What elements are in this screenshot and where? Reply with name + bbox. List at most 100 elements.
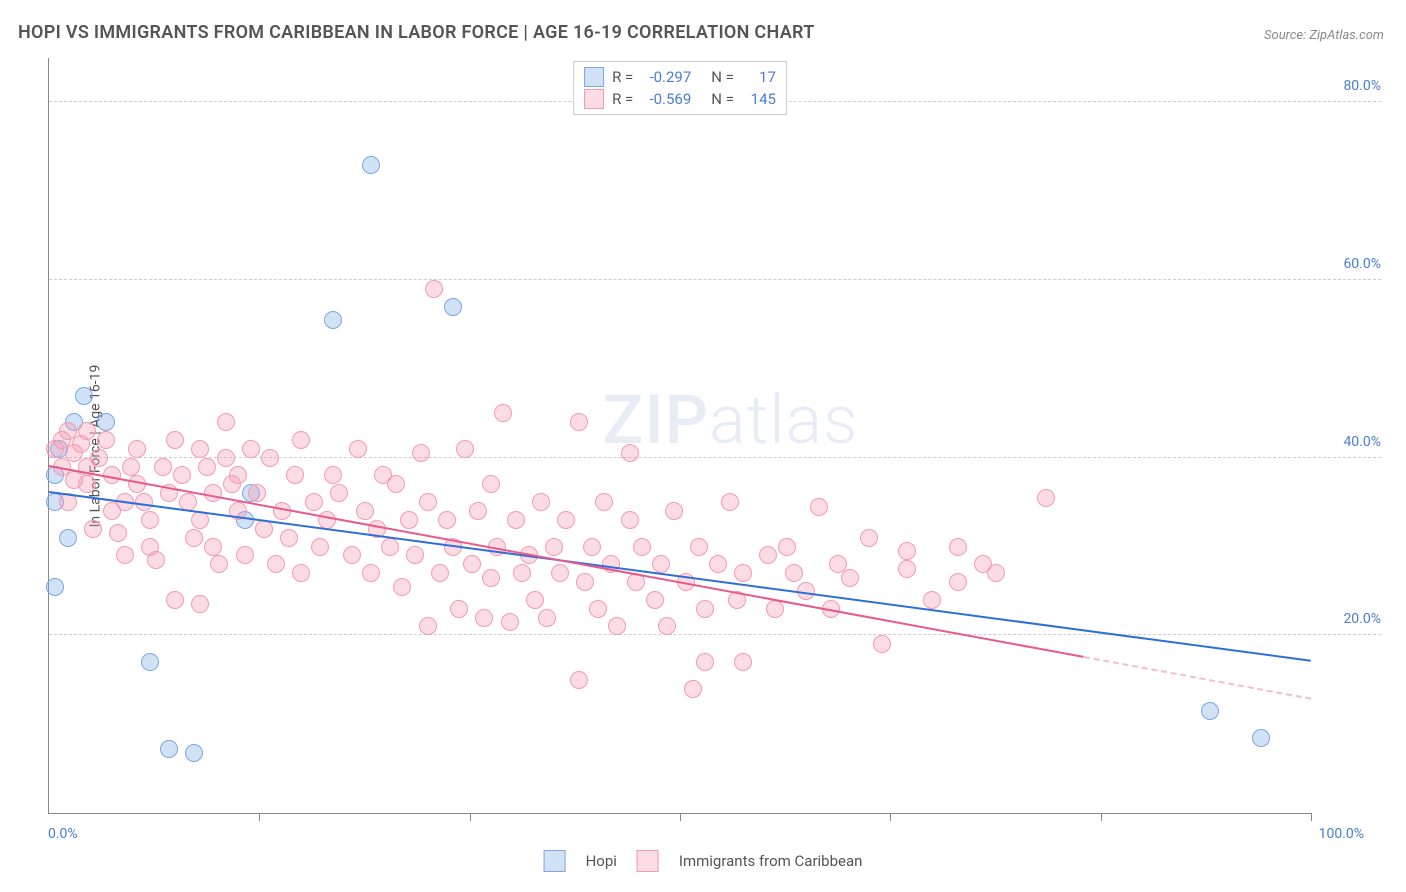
data-point — [236, 546, 254, 564]
data-point — [475, 609, 493, 627]
caribbean-swatch-icon — [584, 89, 604, 109]
data-point — [595, 493, 613, 511]
data-point — [154, 458, 172, 476]
data-point — [412, 444, 430, 462]
data-point — [311, 538, 329, 556]
data-point — [501, 613, 519, 631]
trend-line — [49, 465, 1084, 658]
data-point — [949, 573, 967, 591]
data-point — [690, 538, 708, 556]
data-point — [621, 444, 639, 462]
y-tick-label: 60.0% — [1321, 256, 1381, 272]
data-point — [97, 431, 115, 449]
data-point — [185, 529, 203, 547]
plot-area: R = -0.297 N = 17 R = -0.569 N = 145 ZIP… — [48, 58, 1311, 814]
data-point — [898, 560, 916, 578]
data-point — [576, 573, 594, 591]
data-point — [330, 484, 348, 502]
data-point — [482, 475, 500, 493]
data-point — [1201, 702, 1219, 720]
data-point — [191, 440, 209, 458]
hopi-swatch-icon — [584, 67, 604, 87]
stats-legend-box: R = -0.297 N = 17 R = -0.569 N = 145 — [573, 61, 787, 115]
data-point — [59, 529, 77, 547]
data-point — [204, 538, 222, 556]
chart-container: HOPI VS IMMIGRANTS FROM CARIBBEAN IN LAB… — [0, 0, 1406, 892]
data-point — [766, 600, 784, 618]
data-point — [873, 635, 891, 653]
data-point — [267, 555, 285, 573]
data-point — [949, 538, 967, 556]
data-point — [166, 431, 184, 449]
data-point — [324, 311, 342, 329]
data-point — [513, 564, 531, 582]
data-point — [84, 520, 102, 538]
data-point — [608, 617, 626, 635]
x-axis-right-label: 100.0% — [1319, 826, 1364, 842]
data-point — [1037, 489, 1055, 507]
data-point — [469, 502, 487, 520]
legend-caribbean-label: Immigrants from Caribbean — [679, 852, 863, 870]
x-tick — [1311, 813, 1312, 821]
watermark-bold: ZIP — [602, 380, 709, 460]
data-point — [349, 440, 367, 458]
data-point — [987, 564, 1005, 582]
data-point — [696, 600, 714, 618]
data-point — [463, 555, 481, 573]
data-point — [78, 422, 96, 440]
data-point — [526, 591, 544, 609]
legend-hopi-label: Hopi — [586, 852, 617, 870]
data-point — [438, 511, 456, 529]
data-point — [343, 546, 361, 564]
r-label: R = — [612, 90, 633, 108]
data-point — [229, 466, 247, 484]
data-point — [652, 555, 670, 573]
data-point — [78, 475, 96, 493]
data-point — [734, 653, 752, 671]
data-point — [185, 744, 203, 762]
watermark: ZIPatlas — [602, 380, 858, 460]
r-label: R = — [612, 68, 633, 86]
data-point — [482, 569, 500, 587]
data-point — [551, 564, 569, 582]
bottom-legend: Hopi Immigrants from Caribbean — [544, 850, 863, 872]
data-point — [444, 298, 462, 316]
source-label: Source: ZipAtlas.com — [1264, 28, 1384, 43]
data-point — [242, 440, 260, 458]
gridline — [49, 634, 1381, 635]
data-point — [305, 493, 323, 511]
data-point — [419, 493, 437, 511]
data-point — [538, 609, 556, 627]
data-point — [721, 493, 739, 511]
x-tick — [890, 813, 891, 821]
data-point — [450, 600, 468, 618]
data-point — [122, 458, 140, 476]
data-point — [456, 440, 474, 458]
data-point — [898, 542, 916, 560]
data-point — [191, 595, 209, 613]
legend-hopi-swatch-icon — [544, 850, 566, 872]
data-point — [109, 524, 127, 542]
data-point — [324, 466, 342, 484]
data-point — [217, 449, 235, 467]
data-point — [166, 591, 184, 609]
data-point — [810, 498, 828, 516]
data-point — [198, 458, 216, 476]
data-point — [318, 511, 336, 529]
data-point — [248, 484, 266, 502]
data-point — [362, 564, 380, 582]
data-point — [97, 413, 115, 431]
data-point — [406, 546, 424, 564]
hopi-n-value: 17 — [742, 68, 776, 86]
caribbean-r-value: -0.569 — [641, 90, 691, 108]
data-point — [633, 538, 651, 556]
data-point — [141, 653, 159, 671]
data-point — [665, 502, 683, 520]
data-point — [570, 671, 588, 689]
data-point — [393, 578, 411, 596]
data-point — [589, 600, 607, 618]
data-point — [557, 511, 575, 529]
data-point — [545, 538, 563, 556]
data-point — [583, 538, 601, 556]
data-point — [90, 449, 108, 467]
